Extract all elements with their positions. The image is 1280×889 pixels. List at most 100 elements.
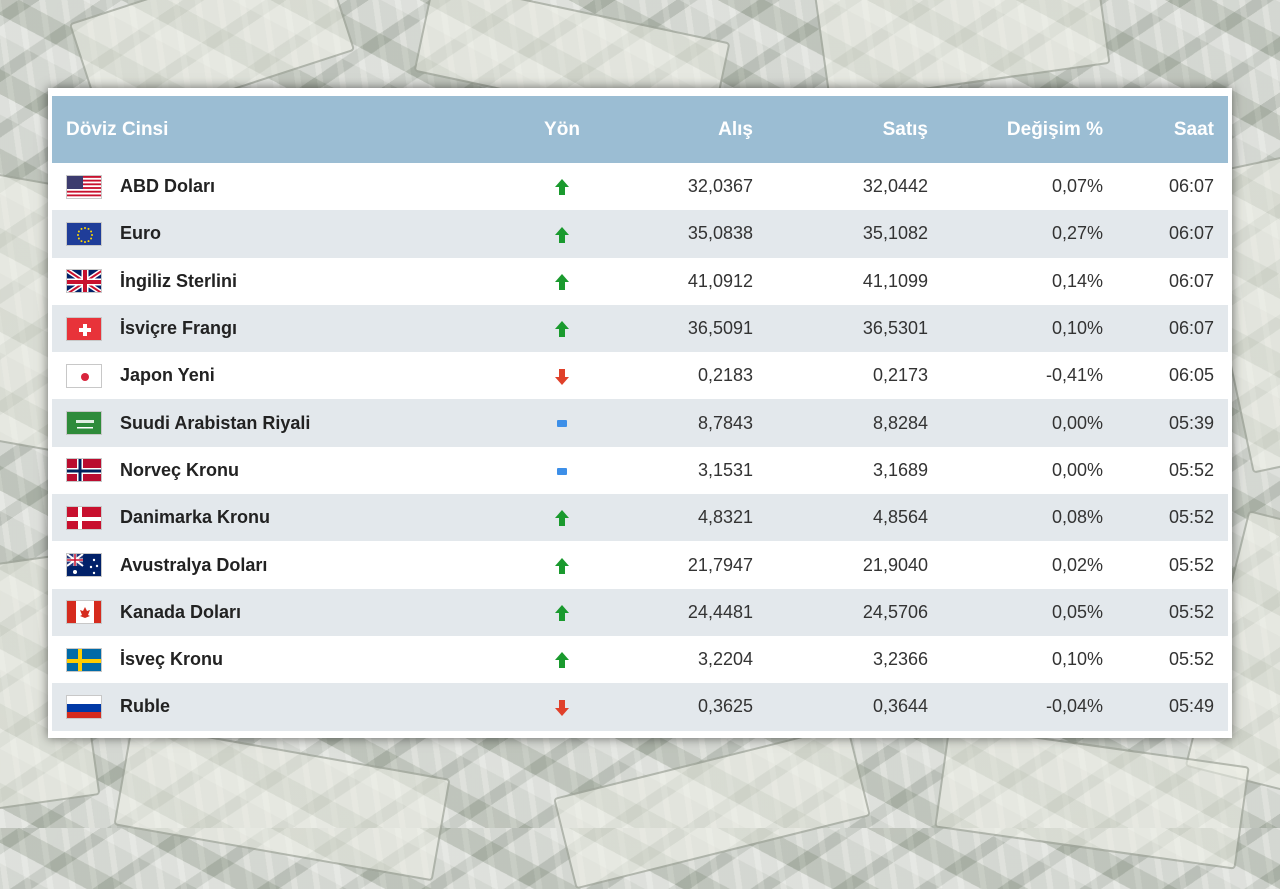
direction-cell (492, 258, 632, 305)
currency-cell: Euro (52, 210, 492, 257)
direction-cell (492, 447, 632, 494)
change-value: 0,10% (1051, 649, 1103, 670)
direction-cell (492, 636, 632, 683)
time-value: 05:52 (1168, 554, 1214, 575)
change-value: 0,27% (1051, 223, 1103, 244)
currency-name: ABD Doları (120, 176, 216, 197)
direction-cell (492, 494, 632, 541)
buy-value: 8,7843 (697, 412, 753, 433)
up-arrow-icon (554, 223, 570, 243)
time-value: 05:52 (1168, 601, 1214, 622)
currency-rates-table: Döviz Cinsi Yön Alış Satış Değişim % Saa… (52, 96, 1228, 731)
time-value: 05:52 (1168, 459, 1214, 480)
direction-cell (492, 352, 632, 399)
table-row[interactable]: Avustralya Doları 21,7947 21,9040 0,02% 05:5… (52, 541, 1228, 589)
time-value: 06:07 (1168, 176, 1214, 197)
currency-cell: İsveç Kronu (52, 636, 492, 683)
buy-value: 24,4481 (687, 601, 753, 622)
se-flag-icon (66, 647, 102, 672)
currency-name: İsveç Kronu (120, 649, 224, 670)
sell-value: 32,0442 (862, 176, 928, 197)
jp-flag-icon (66, 363, 102, 388)
direction-cell (492, 541, 632, 588)
sell-value: 0,3644 (872, 696, 928, 717)
sell-value: 41,1099 (862, 270, 928, 291)
time-value: 06:07 (1168, 223, 1214, 244)
sell-value: 24,5706 (862, 601, 928, 622)
table-row[interactable]: İsviçre Frangı 36,5091 36,5301 0,10% 06:07 (52, 304, 1228, 353)
direction-cell (492, 399, 632, 446)
table-row[interactable]: Japon Yeni 0,2183 0,2173 -0,41% 06:05 (52, 352, 1228, 400)
sa-flag-icon (66, 411, 102, 436)
change-value: 0,05% (1051, 601, 1103, 622)
table-row[interactable]: İngiliz Sterlini 41,0912 41,1099 0,14% 06:07 (52, 257, 1228, 305)
time-value: 05:39 (1168, 412, 1214, 433)
table-row[interactable]: Norveç Kronu 3,1531 3,1689 0,00% 05:52 (52, 446, 1228, 495)
currency-name: Kanada Doları (120, 601, 242, 622)
header-time: Saat (1173, 118, 1214, 140)
no-flag-icon (66, 458, 102, 483)
buy-value: 36,5091 (687, 318, 753, 339)
header-direction: Yön (544, 118, 580, 140)
header-buy: Alış (718, 118, 753, 140)
no-change-icon (557, 460, 567, 480)
currency-cell: İngiliz Sterlini (52, 258, 492, 305)
currency-name: Euro (120, 223, 162, 244)
up-arrow-icon (554, 271, 570, 291)
header-change: Değişim % (1006, 118, 1103, 140)
buy-value: 3,1531 (697, 459, 753, 480)
sell-value: 35,1082 (862, 223, 928, 244)
dk-flag-icon (66, 505, 102, 530)
buy-value: 41,0912 (687, 270, 753, 291)
currency-name: Suudi Arabistan Riyali (120, 412, 311, 433)
buy-value: 0,2183 (697, 365, 753, 386)
sell-value: 21,9040 (862, 554, 928, 575)
currency-cell: Japon Yeni (52, 352, 492, 399)
change-value: 0,00% (1051, 412, 1103, 433)
table-row[interactable]: Ruble 0,3625 0,3644 -0,04% 05:49 (52, 683, 1228, 731)
down-arrow-icon (554, 696, 570, 716)
sell-value: 3,1689 (872, 459, 928, 480)
up-arrow-icon (554, 318, 570, 338)
change-value: -0,04% (1045, 696, 1103, 717)
direction-cell (492, 683, 632, 730)
time-value: 06:07 (1168, 318, 1214, 339)
table-row[interactable]: Kanada Doları 24,4481 24,5706 0,05% 05:52 (52, 588, 1228, 636)
currency-cell: Norveç Kronu (52, 447, 492, 494)
table-row[interactable]: Euro 35,0838 35,1082 0,27% 06:07 (52, 210, 1228, 258)
sell-value: 3,2366 (872, 649, 928, 670)
up-arrow-icon (554, 507, 570, 527)
change-value: -0,41% (1045, 365, 1103, 386)
currency-name: Danimarka Kronu (120, 507, 271, 528)
currency-cell: İsviçre Frangı (52, 305, 492, 352)
currency-cell: Suudi Arabistan Riyali (52, 399, 492, 446)
currency-name: Japon Yeni (120, 365, 215, 386)
ca-flag-icon (66, 600, 102, 625)
buy-value: 3,2204 (697, 649, 753, 670)
au-flag-icon (66, 553, 102, 578)
sell-value: 0,2173 (872, 365, 928, 386)
direction-cell (492, 305, 632, 352)
us-flag-icon (66, 174, 102, 199)
table-row[interactable]: Suudi Arabistan Riyali 8,7843 8,8284 0,00% 0… (52, 399, 1228, 447)
down-arrow-icon (554, 365, 570, 385)
direction-cell (492, 589, 632, 636)
change-value: 0,07% (1051, 176, 1103, 197)
sell-value: 8,8284 (872, 412, 928, 433)
time-value: 05:52 (1168, 649, 1214, 670)
up-arrow-icon (554, 649, 570, 669)
up-arrow-icon (554, 176, 570, 196)
ru-flag-icon (66, 694, 102, 719)
currency-cell: Danimarka Kronu (52, 494, 492, 541)
eu-flag-icon (66, 221, 102, 246)
currency-cell: Avustralya Doları (52, 541, 492, 588)
table-row[interactable]: ABD Doları 32,0367 32,0442 0,07% 06:07 (52, 163, 1228, 211)
change-value: 0,10% (1051, 318, 1103, 339)
buy-value: 21,7947 (687, 554, 753, 575)
currency-cell: Ruble (52, 683, 492, 730)
table-row[interactable]: Danimarka Kronu 4,8321 4,8564 0,08% 05:52 (52, 494, 1228, 542)
time-value: 06:05 (1168, 365, 1214, 386)
table-row[interactable]: İsveç Kronu 3,2204 3,2366 0,10% 05:52 (52, 635, 1228, 684)
currency-cell: ABD Doları (52, 163, 492, 210)
time-value: 05:49 (1168, 696, 1214, 717)
